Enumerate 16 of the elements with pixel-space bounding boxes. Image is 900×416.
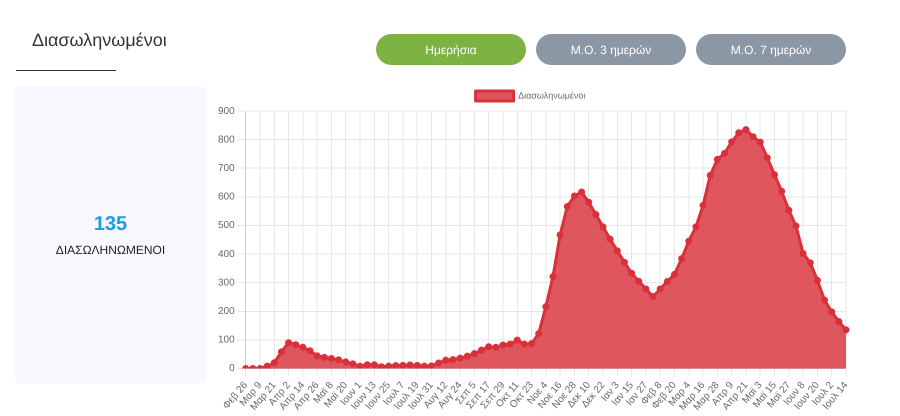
y-tick-label: 400 [218,248,236,260]
legend-label: Διασωληνωμένοι [518,90,586,100]
text: Ημερήσια [376,34,526,65]
y-tick-label: 100 [218,334,236,346]
y-tick-label: 200 [218,306,236,318]
y-tick-label: 900 [218,106,236,117]
y-tick-label: 0 [229,363,236,374]
y-tick-label: 800 [218,134,236,146]
y-tick-label: 300 [218,277,236,288]
summary-card: 135 ΔΙΑΣΩΛΗΝΩΜΕΝΟΙ [15,86,206,384]
text: Μ.Ο. 7 ημερών [696,34,846,65]
text: Μ.Ο. 3 ημερών [536,34,686,65]
y-tick-label: 600 [218,192,236,203]
text: Διασωληνωμένοι [32,30,167,51]
y-tick-label: 500 [218,220,236,232]
y-tick-label: 700 [218,162,236,174]
